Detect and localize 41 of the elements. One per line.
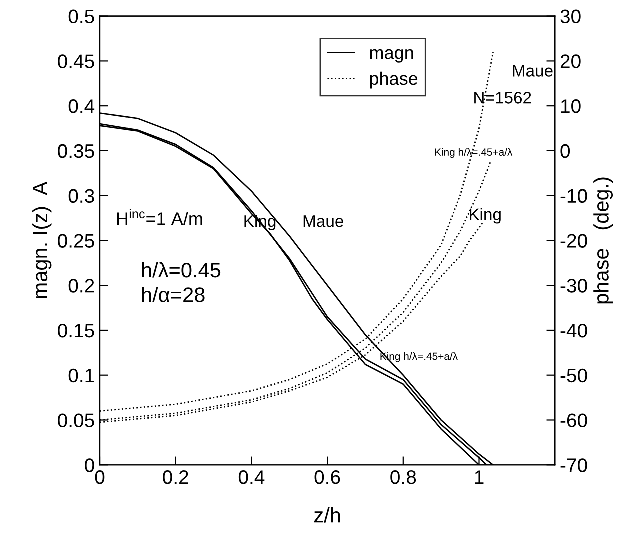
y2-tick-label: -50 bbox=[560, 368, 588, 383]
annotation: King h/λ=.45+a/λ bbox=[435, 148, 513, 158]
x-tick-label: 0 bbox=[95, 470, 105, 484]
x-tick-label: 0.2 bbox=[163, 470, 188, 484]
y-tick-label: 0.1 bbox=[68, 368, 94, 383]
y2-tick-label: 0 bbox=[560, 144, 570, 158]
y-tick-label: 0.5 bbox=[68, 10, 94, 24]
y2-tick-label: 30 bbox=[560, 10, 581, 24]
annotation: N=1562 bbox=[474, 92, 532, 104]
y-axis-title: magn. I(z) A bbox=[32, 182, 52, 298]
y-tick-label: 0.4 bbox=[68, 100, 95, 114]
y2-tick-label: -40 bbox=[560, 324, 588, 338]
y2-tick-label: -70 bbox=[560, 458, 588, 472]
annotation: H$^{inc}$=1 A/m bbox=[117, 209, 202, 226]
y2-tick-label: -30 bbox=[560, 279, 588, 293]
y2-tick-label: -20 bbox=[560, 234, 588, 248]
y-tick-label: 0.2 bbox=[68, 279, 94, 293]
x-tick-label: 0.8 bbox=[390, 470, 416, 484]
y2-tick-label: 20 bbox=[560, 54, 581, 68]
annotation: h/λ=0.45 bbox=[142, 262, 221, 278]
legend-label: magn bbox=[370, 49, 414, 63]
x-tick-label: 1 bbox=[475, 470, 484, 484]
x-tick-label: 0.6 bbox=[314, 470, 340, 484]
y-tick-label: 0.3 bbox=[68, 189, 94, 204]
y2-tick-label: -60 bbox=[560, 414, 588, 428]
y2-axis-title: phase (deg.) bbox=[594, 178, 614, 304]
annotation: Maue bbox=[513, 65, 553, 77]
annotation: King bbox=[470, 208, 501, 224]
x-axis-title: z/h bbox=[314, 508, 340, 523]
y2-tick-label: 10 bbox=[561, 100, 581, 114]
y-tick-label: 0 bbox=[85, 458, 94, 472]
y-tick-label: 0.35 bbox=[58, 144, 94, 158]
y2-tick-label: -10 bbox=[560, 189, 588, 204]
y-tick-label: 0.15 bbox=[58, 324, 94, 338]
legend-label: phase bbox=[370, 72, 418, 89]
annotation: Maue bbox=[304, 216, 344, 228]
y-tick-label: 0.05 bbox=[58, 414, 94, 428]
y-tick-label: 0.25 bbox=[58, 234, 94, 248]
y-tick-label: 0.45 bbox=[58, 54, 94, 68]
annotation: h/α=28 bbox=[142, 287, 205, 302]
x-tick-label: 0.4 bbox=[238, 470, 265, 484]
